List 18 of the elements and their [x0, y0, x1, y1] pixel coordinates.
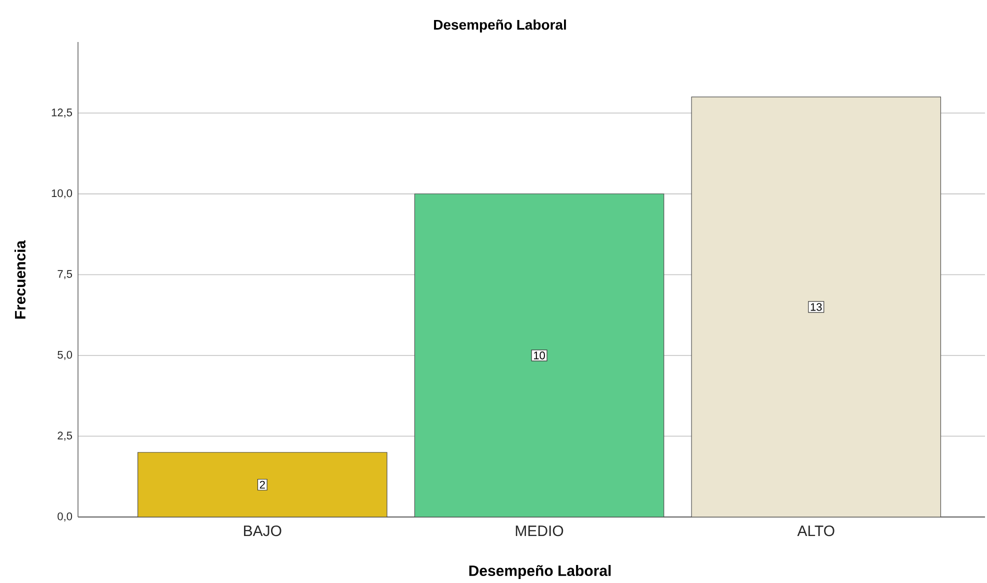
y-tick-label: 7,5	[58, 270, 72, 280]
bar	[691, 96, 942, 518]
bar	[138, 452, 388, 518]
y-tick-label: 12,5	[52, 108, 72, 118]
chart-title: Desempeño Laboral	[434, 19, 566, 33]
x-tick-label: MEDIO	[516, 526, 564, 536]
y-tick-label: 10,0	[52, 189, 72, 198]
data-label: 2	[260, 480, 265, 489]
y-axis-title: Frecuencia	[14, 240, 26, 319]
x-tick-label: BAJO	[244, 526, 282, 536]
y-tick-label: 2,5	[58, 432, 72, 441]
x-tick-label: ALTO	[797, 526, 834, 536]
data-label: 10	[534, 352, 545, 360]
y-tick-label: 5,0	[58, 350, 72, 360]
data-label: 13	[810, 303, 822, 311]
bar	[414, 194, 664, 518]
x-axis-title: Desempeño Laboral	[469, 565, 611, 579]
y-tick-label: 0,0	[58, 512, 72, 522]
